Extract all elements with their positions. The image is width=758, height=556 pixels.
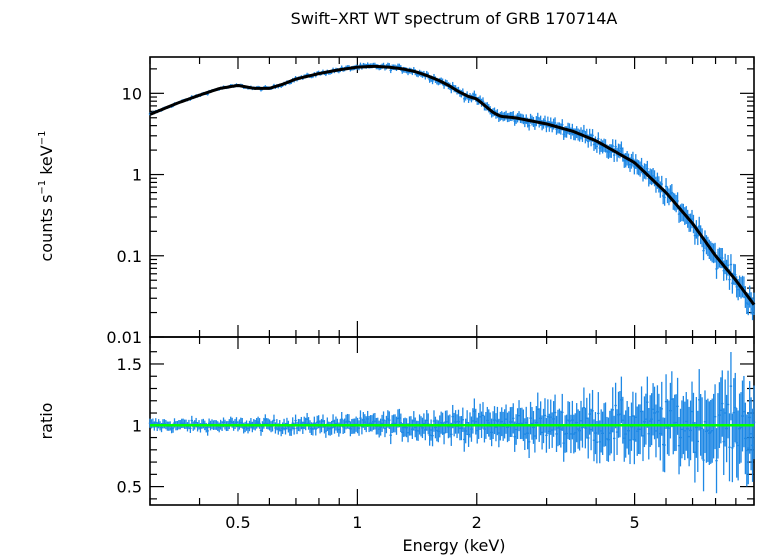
xtick-label: 5 <box>630 513 640 532</box>
bottom-ylabel: ratio <box>37 403 56 440</box>
bottom-data-series <box>148 352 756 494</box>
model-line-group <box>149 64 756 306</box>
top-ytick-label: 1 <box>132 166 142 185</box>
top-ytick-label: 0.01 <box>106 328 142 347</box>
top-axis-ticks: 0.01 0.1 1 10 <box>106 57 755 347</box>
top-ylabel: counts s−1 keV−1 <box>37 131 56 262</box>
xtick-label: 0.5 <box>225 513 250 532</box>
xtick-label: 1 <box>352 513 362 532</box>
xtick-label: 2 <box>472 513 482 532</box>
bottom-ytick-label: 1.5 <box>117 355 142 374</box>
top-ytick-label: 0.1 <box>117 247 142 266</box>
bottom-ytick-label: 1 <box>132 416 142 435</box>
chart-title: Swift–XRT WT spectrum of GRB 170714A <box>291 9 618 28</box>
bottom-ytick-label: 0.5 <box>117 478 142 497</box>
model-line <box>149 64 756 306</box>
x-axis-label: Energy (keV) <box>402 536 505 555</box>
top-ytick-label: 10 <box>122 84 142 103</box>
